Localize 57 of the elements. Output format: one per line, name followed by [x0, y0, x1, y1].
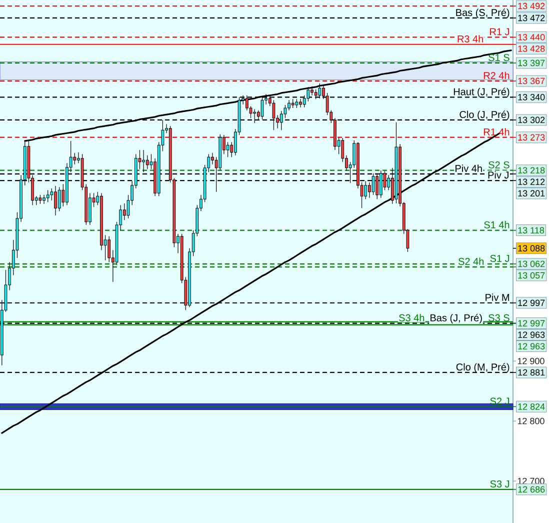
text: 13 088 [518, 245, 545, 252]
ref-line-label: S3 S [488, 314, 510, 322]
ref-line-label: S2 4h [458, 258, 484, 265]
text: 13 118 [518, 227, 544, 234]
text: 13 302 [518, 116, 545, 124]
candlestick [211, 152, 214, 165]
candlestick [58, 186, 61, 212]
text: 13 057 [518, 272, 545, 279]
candlestick [146, 155, 149, 170]
candlestick [54, 186, 57, 216]
text: 12 963 [518, 332, 545, 338]
y-tick-label: 12 700 [518, 478, 544, 484]
text: 12 963 [518, 343, 545, 350]
text: 13 367 [518, 78, 545, 84]
ref-line-label: Clo (M, Pré) [456, 363, 510, 373]
y-tick-label: 12 900 [518, 358, 544, 364]
ref-line-label: S3 J [490, 480, 510, 488]
candlestick [364, 180, 368, 200]
ref-line-label: S1 4h [484, 221, 510, 228]
ref-line-label: R1 J [490, 28, 510, 36]
text: 13 212 [518, 178, 545, 186]
ref-line-label: Piv J [488, 171, 508, 179]
ref-line-label: Piv M [486, 294, 509, 301]
text: 13 340 [518, 94, 545, 100]
ref-line-label: S1 J [490, 254, 510, 262]
ref-line-label: S3 4h [399, 314, 424, 322]
ref-line-label: Bas (S, Pré) [456, 8, 510, 18]
text: 13 472 [518, 14, 545, 22]
text: 12 997 [518, 320, 545, 326]
text: 13 273 [518, 134, 545, 141]
ref-line-label: R1 4h [484, 128, 510, 136]
candlestick [42, 194, 46, 204]
candlestick [108, 236, 111, 262]
ref-line-label: Bas (J, Pré) [430, 314, 482, 324]
text: 13 428 [518, 45, 545, 52]
text: 12 824 [518, 403, 545, 410]
ref-line-label: S2 J [490, 398, 510, 405]
text: 13 062 [518, 260, 545, 268]
candlestick [73, 152, 76, 165]
text: 12 686 [518, 486, 545, 493]
ref-line-label: R2 4h [484, 72, 510, 79]
candlestick [46, 190, 50, 202]
text: 12 997 [518, 300, 545, 306]
ref-line-label: Haut (J, Pré) [454, 88, 510, 98]
candlestick [288, 100, 290, 111]
ref-line-label: S2 S [488, 161, 510, 168]
text: 13 492 [518, 2, 545, 10]
text: 13 201 [518, 190, 545, 197]
text: 12 881 [518, 369, 545, 376]
text: 13 218 [518, 167, 545, 174]
text: 13 440 [518, 34, 545, 40]
ref-line-label: R3 4h [458, 35, 483, 42]
text: 13 397 [518, 60, 545, 66]
y-tick-label: 12 800 [518, 418, 544, 424]
ref-line-label: Clo (J, Pré) [460, 110, 510, 120]
ref-line-label: Piv 4h [456, 164, 482, 172]
ref-line-label: S1 S [488, 54, 510, 62]
